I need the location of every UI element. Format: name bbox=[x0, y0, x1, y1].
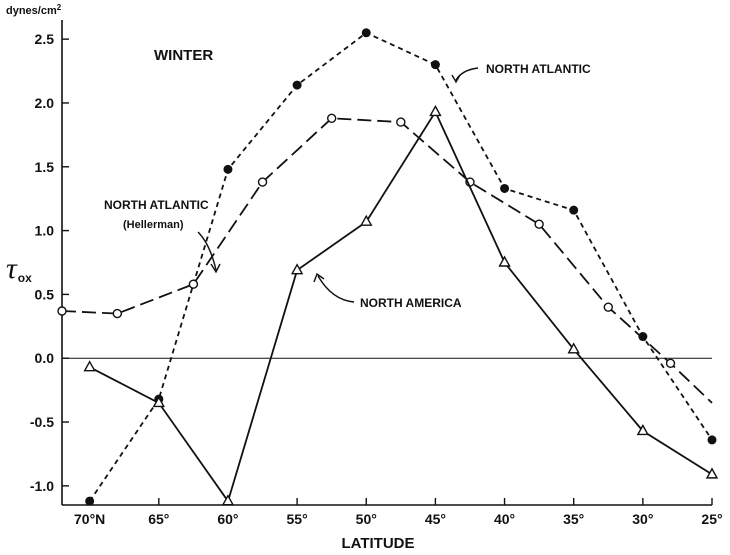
point-north-america bbox=[705, 467, 719, 479]
series-label-hellerman-line2: (Hellerman) bbox=[123, 219, 184, 231]
leader-north-america bbox=[317, 275, 355, 303]
y-tick-label: 1.0 bbox=[35, 223, 55, 239]
leader-north-atlantic bbox=[455, 67, 479, 81]
x-tick-label: 25° bbox=[701, 511, 722, 527]
y-tick-label: -0.5 bbox=[30, 414, 54, 430]
point-north-atlantic bbox=[292, 80, 302, 90]
point-north-america bbox=[429, 104, 442, 117]
x-tick-label: 45° bbox=[425, 511, 446, 527]
y-axis-label: τox bbox=[6, 252, 32, 285]
y-units-label: dynes/cm2 bbox=[6, 3, 62, 17]
y-tick-label: 0.5 bbox=[35, 286, 55, 302]
x-tick-label: 65° bbox=[148, 511, 169, 527]
point-north-atlantic bbox=[223, 164, 233, 174]
point-north-america bbox=[360, 214, 373, 226]
point-north-america bbox=[567, 342, 580, 354]
x-tick-label: 60° bbox=[217, 511, 238, 527]
x-tick-label: 30° bbox=[632, 511, 653, 527]
series-line-north-atlantic bbox=[88, 31, 713, 502]
chart-title: WINTER bbox=[154, 47, 213, 64]
point-north-atlantic bbox=[569, 205, 579, 215]
x-tick-label: 55° bbox=[287, 511, 308, 527]
x-tick-label: 35° bbox=[563, 511, 584, 527]
x-tick-label: 40° bbox=[494, 511, 515, 527]
point-north-atlantic bbox=[707, 435, 717, 445]
series-label-hellerman-line1: NORTH ATLANTIC bbox=[104, 198, 209, 212]
point-north-atlantic-hellerman bbox=[665, 358, 676, 369]
point-north-atlantic-hellerman bbox=[112, 308, 123, 319]
leader-arrow-north-america bbox=[313, 272, 325, 283]
y-tick-label: 1.5 bbox=[35, 159, 55, 175]
point-north-america bbox=[152, 395, 165, 408]
leader-arrow-hellerman bbox=[210, 263, 221, 274]
point-north-atlantic-hellerman bbox=[326, 113, 337, 123]
point-north-america bbox=[498, 255, 511, 267]
y-tick-label: 2.5 bbox=[35, 31, 55, 47]
x-tick-label: 70°N bbox=[74, 511, 105, 527]
leader-hellerman bbox=[197, 231, 217, 271]
leader-arrow-north-atlantic bbox=[451, 74, 461, 84]
point-north-atlantic bbox=[85, 496, 95, 506]
point-north-atlantic-hellerman bbox=[257, 177, 268, 187]
series-layer bbox=[57, 28, 719, 506]
point-north-america bbox=[83, 360, 96, 372]
point-north-atlantic-hellerman bbox=[534, 219, 544, 229]
point-north-atlantic-hellerman bbox=[396, 117, 406, 127]
point-north-atlantic-hellerman bbox=[57, 306, 67, 316]
point-north-america bbox=[290, 263, 304, 275]
y-tick-label: 2.0 bbox=[35, 95, 55, 111]
point-north-atlantic-hellerman bbox=[603, 302, 613, 312]
axes-layer: 2.5 2.0 1.5 1.0 0.5 0.0 -0.5 -1.0 70°N 65° 60° 55° 5… bbox=[30, 20, 723, 527]
point-north-atlantic bbox=[500, 183, 510, 193]
point-north-atlantic bbox=[638, 332, 648, 342]
x-axis-label: LATITUDE bbox=[341, 535, 414, 552]
series-label-north-america: NORTH AMERICA bbox=[360, 296, 462, 310]
y-tick-label: 0.0 bbox=[35, 350, 55, 366]
point-north-america bbox=[221, 494, 235, 506]
series-label-north-atlantic: NORTH ATLANTIC bbox=[486, 62, 591, 76]
point-north-america bbox=[636, 424, 650, 436]
x-tick-label: 50° bbox=[356, 511, 377, 527]
point-north-atlantic bbox=[361, 28, 371, 38]
label-layer: dynes/cm2 WINTER τox LATITUDE NORTH ATLA… bbox=[6, 3, 591, 552]
series-line-north-america bbox=[89, 110, 713, 504]
y-tick-label: -1.0 bbox=[30, 478, 54, 494]
series-line-north-atlantic-hellerman bbox=[61, 117, 713, 404]
point-north-atlantic-hellerman bbox=[188, 279, 199, 289]
point-north-atlantic bbox=[430, 60, 440, 70]
